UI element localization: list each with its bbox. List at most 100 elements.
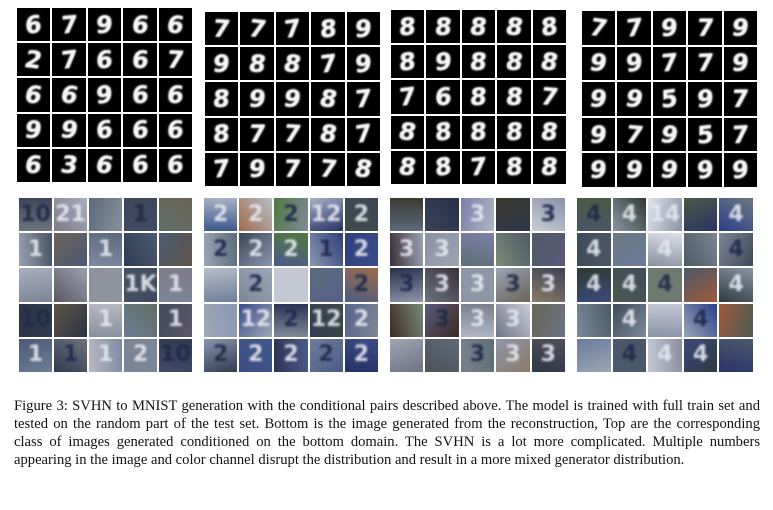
- mnist-digit: 8: [538, 117, 560, 147]
- mnist-sample-cell: 8: [497, 115, 531, 149]
- mnist-sample-cell: 7: [652, 46, 687, 81]
- mnist-sample-cell: 8: [205, 82, 239, 116]
- mnist-digit: 9: [354, 49, 373, 79]
- svhn-sample-cell: 2: [204, 198, 238, 232]
- mnist-sample-cell: 9: [617, 82, 651, 116]
- mnist-sample-cell: 7: [311, 47, 345, 81]
- mnist-sample-cell: 6: [123, 113, 157, 147]
- mnist-digit: 8: [539, 153, 560, 182]
- mnist-digit: 6: [131, 115, 149, 145]
- mnist-sample-cell: 8: [311, 82, 345, 116]
- mnist-digit: 8: [396, 117, 420, 148]
- mnist-sample-cell: 6: [87, 148, 122, 182]
- svhn-grid-1: 10 21 1 1 1 1K 1 10 1 1 1 1 1 2 10: [19, 198, 192, 372]
- mnist-sample-cell: 7: [52, 8, 86, 42]
- svhn-sample-cell: 4: [648, 338, 682, 372]
- mnist-sample-cell: 9: [346, 47, 380, 81]
- mnist-digit: 7: [469, 152, 488, 183]
- mnist-digit: 9: [660, 13, 679, 43]
- svhn-digit: 12: [310, 201, 342, 227]
- mnist-sample-cell: 8: [346, 152, 380, 186]
- svhn-digit: 1: [97, 307, 114, 333]
- svhn-digit: 4: [657, 236, 673, 262]
- svhn-digit: 2: [353, 201, 370, 227]
- mnist-sample-cell: 7: [461, 150, 496, 184]
- mnist-sample-cell: 7: [688, 46, 722, 81]
- mnist-sample-cell: 8: [205, 117, 239, 151]
- mnist-sample-cell: 9: [723, 153, 757, 187]
- svhn-sample-cell: [89, 198, 122, 232]
- mnist-sample-cell: 9: [205, 47, 239, 81]
- mnist-digit: 7: [623, 120, 646, 150]
- mnist-sample-cell: 3: [52, 148, 86, 182]
- mnist-digit: 7: [211, 14, 233, 43]
- svhn-digit: 4: [621, 201, 638, 227]
- svhn-sample-cell: [124, 233, 157, 267]
- svhn-sample-cell: 12: [309, 303, 343, 337]
- svhn-digit: 2: [283, 236, 299, 262]
- mnist-sample-cell: 5: [652, 82, 687, 116]
- mnist-digit: 9: [57, 115, 81, 145]
- mnist-digit: 8: [502, 11, 526, 42]
- mnist-digit: 8: [433, 12, 453, 41]
- svhn-sample-cell: 12: [239, 303, 273, 337]
- mnist-sample-cell: 8: [275, 47, 310, 81]
- svhn-sample-cell: 2: [274, 198, 308, 232]
- mnist-digit: 8: [503, 47, 525, 77]
- svhn-sample-cell: 4: [577, 233, 611, 267]
- mnist-sample-cell: 8: [532, 10, 566, 44]
- svhn-digit: 3: [505, 307, 521, 333]
- svhn-digit: 4: [586, 271, 602, 297]
- mnist-sample-cell: 9: [87, 78, 122, 112]
- svhn-sample-cell: 3: [496, 338, 530, 372]
- mnist-sample-cell: 9: [582, 46, 616, 81]
- mnist-sample-cell: 8: [391, 115, 425, 149]
- mnist-digit: 6: [57, 80, 81, 110]
- svhn-sample-cell: [390, 303, 424, 337]
- svhn-digit: 10: [160, 342, 191, 368]
- mnist-sample-cell: 9: [17, 113, 51, 147]
- mnist-digit: 6: [130, 80, 149, 110]
- svhn-sample-cell: 2: [239, 268, 273, 302]
- mnist-digit: 8: [396, 152, 419, 183]
- mnist-digit: 6: [22, 80, 45, 110]
- mnist-digit: 7: [282, 155, 303, 184]
- svhn-digit: 2: [248, 342, 264, 368]
- mnist-sample-cell: 6: [52, 78, 86, 112]
- svhn-digit: 4: [657, 342, 673, 368]
- svhn-digit: 3: [469, 201, 486, 227]
- svhn-sample-cell: [612, 233, 647, 267]
- svhn-sample-cell: 1: [89, 303, 122, 337]
- svhn-sample-cell: 1: [124, 198, 157, 232]
- svhn-sample-cell: [204, 268, 238, 302]
- mnist-digit: 8: [503, 82, 525, 112]
- svhn-sample-cell: [531, 303, 565, 337]
- mnist-digit: 8: [399, 46, 417, 77]
- mnist-sample-cell: 7: [275, 117, 310, 151]
- svhn-sample-cell: 3: [425, 233, 459, 267]
- mnist-digit: 8: [398, 12, 417, 42]
- mnist-sample-cell: 6: [17, 78, 51, 112]
- mnist-sample-cell: 9: [723, 46, 757, 81]
- mnist-sample-cell: 9: [275, 82, 310, 116]
- mnist-sample-cell: 7: [240, 117, 274, 151]
- mnist-sample-cell: 5: [688, 117, 722, 152]
- svhn-digit: 1: [27, 342, 44, 368]
- svhn-sample-cell: 3: [531, 198, 565, 232]
- svhn-digit: 1: [97, 236, 114, 262]
- mnist-digit: 8: [504, 153, 524, 182]
- svhn-sample-cell: 3: [496, 303, 530, 337]
- svhn-digit: 1: [167, 271, 184, 297]
- mnist-digit: 9: [696, 154, 714, 186]
- mnist-sample-cell: 9: [87, 8, 122, 42]
- svhn-sample-cell: [425, 198, 459, 232]
- svhn-sample-cell: 4: [719, 198, 753, 232]
- svhn-sample-cell: [54, 233, 87, 267]
- svhn-digit: 2: [248, 236, 264, 262]
- mnist-digit: 6: [23, 151, 44, 180]
- mnist-sample-cell: 8: [532, 45, 566, 79]
